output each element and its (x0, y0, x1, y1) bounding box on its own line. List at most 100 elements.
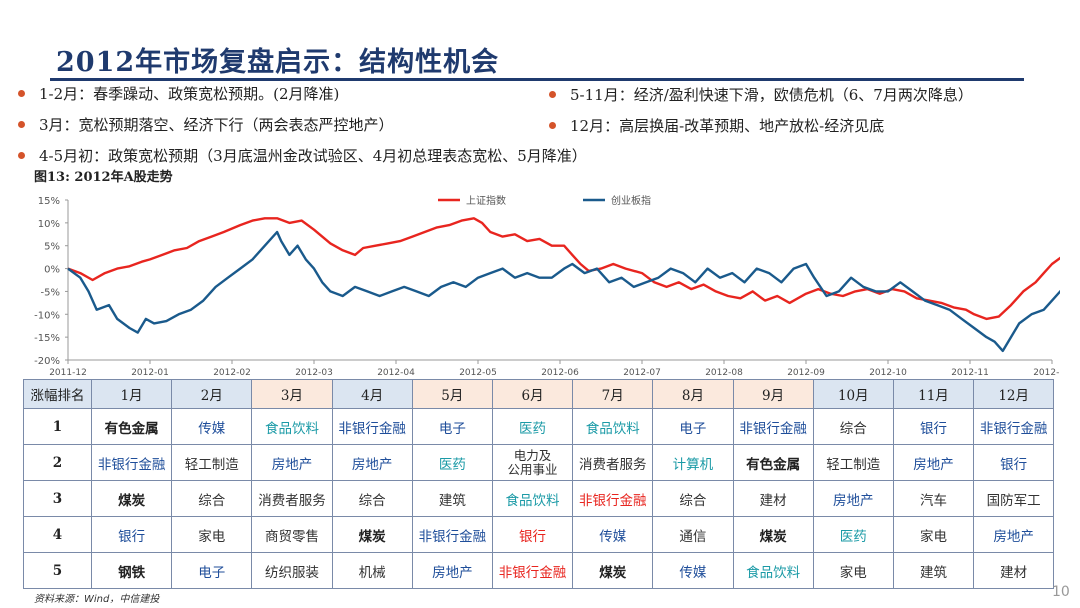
sector-cell: 钢铁 (90, 552, 173, 589)
sector-cell: 传媒 (171, 408, 253, 445)
x-tick-label: 2012-08 (705, 368, 743, 378)
sector-cell: 煤炭 (572, 552, 654, 589)
sector-cell: 国防军工 (973, 480, 1055, 517)
x-tick-label: 2012-06 (541, 368, 579, 378)
x-tick-label: 2012-03 (295, 368, 333, 378)
bullet-dot (549, 90, 556, 98)
sector-cell: 食品饮料 (491, 480, 574, 517)
sector-cell: 煤炭 (331, 516, 413, 553)
sector-cell: 非银行金融 (331, 408, 413, 445)
bullet-dot (18, 120, 25, 128)
month-header: 3月 (251, 379, 333, 409)
y-tick-label: 0% (44, 265, 60, 276)
month-header: 10月 (812, 379, 894, 409)
sector-cell: 非银行金融 (572, 480, 654, 517)
sector-cell: 医药 (411, 444, 493, 481)
sector-cell: 非银行金融 (90, 444, 173, 481)
bullet-text: 5-11月：经济/盈利快速下滑，欧债危机（6、7月两次降息） (570, 86, 973, 104)
rank-number: 3 (23, 480, 92, 517)
series-line-2 (67, 230, 1060, 353)
y-tick-label: -10% (34, 310, 60, 321)
rank-number: 5 (23, 552, 92, 589)
x-tick-label: 2012-04 (377, 368, 415, 378)
sector-cell: 非银行金融 (491, 552, 574, 589)
y-tick-label: -15% (34, 333, 60, 344)
table-corner-header: 涨幅排名 (23, 379, 92, 409)
sector-cell: 传媒 (572, 516, 654, 553)
table-row: 4 银行 家电 商贸零售 煤炭 非银行金融 银行 传媒 通信 煤炭 医药 家电 房地产 (23, 516, 1055, 553)
y-tick-label: 5% (44, 242, 60, 253)
sector-cell: 建筑 (411, 480, 493, 517)
sector-cell: 传媒 (652, 552, 734, 589)
bullet-text: 12月：高层换届-改革预期、地产放松-经济见底 (570, 117, 885, 135)
month-header: 1月 (90, 379, 173, 409)
sector-cell: 食品饮料 (251, 408, 333, 445)
sector-cell: 非银行金融 (732, 408, 814, 445)
line-chart: 15% 10% 5% 0% -5% -10% -15% -20%2011-12 2012-01 2… (34, 194, 1060, 378)
sector-cell: 银行 (973, 444, 1055, 481)
table-header-row: 涨幅排名 1月 2月 3月 4月 5月 6月 7月 8月 9月 10月 11月 12月 (23, 379, 1055, 409)
sector-cell: 煤炭 (90, 480, 173, 517)
sector-cell: 有色金属 (732, 444, 814, 481)
y-tick-label: -20% (34, 356, 60, 367)
sector-cell: 家电 (892, 516, 975, 553)
bullet-left-1: 1-2月：春季躁动、政策宽松预期。(2月降准) (18, 83, 339, 104)
source-note: 资料来源：Wind，中信建投 (34, 594, 160, 605)
sector-cell: 综合 (171, 480, 253, 517)
month-header: 4月 (331, 379, 413, 409)
bullet-left-2: 3月：宽松预期落空、经济下行（两会表态严控地产） (18, 114, 394, 135)
bullet-text: 3月：宽松预期落空、经济下行（两会表态严控地产） (39, 116, 394, 134)
sector-cell: 非银行金融 (411, 516, 493, 553)
sector-cell: 综合 (331, 480, 413, 517)
rank-number: 1 (23, 408, 92, 445)
bullet-dot (549, 121, 556, 129)
sector-cell: 机械 (331, 552, 413, 589)
month-header: 2月 (171, 379, 253, 409)
sector-cell: 计算机 (652, 444, 734, 481)
sector-cell: 综合 (652, 480, 734, 517)
month-header: 5月 (411, 379, 493, 409)
x-tick-label: 2012-05 (459, 368, 497, 378)
sector-cell: 电力及 公用事业 (491, 444, 574, 481)
bullet-text: 1-2月：春季躁动、政策宽松预期。(2月降准) (39, 85, 340, 103)
x-tick-label: 2012-12 (1033, 368, 1060, 378)
sector-cell: 电子 (171, 552, 253, 589)
sector-cell: 家电 (171, 516, 253, 553)
sector-cell: 煤炭 (732, 516, 814, 553)
table-row: 5 钢铁 电子 纺织服装 机械 房地产 非银行金融 煤炭 传媒 食品饮料 家电 建筑 建材 (23, 552, 1055, 589)
sector-cell: 食品饮料 (572, 408, 654, 445)
sector-cell: 房地产 (973, 516, 1055, 553)
page-number: 10 (1052, 584, 1070, 600)
sector-cell: 轻工制造 (171, 444, 253, 481)
bullet-right-2: 12月：高层换届-改革预期、地产放松-经济见底 (549, 115, 884, 136)
bullet-text: 4-5月初：政策宽松预期（3月底温州金改试验区、4月初总理表态宽松、5月降准） (39, 147, 587, 165)
month-header: 11月 (892, 379, 975, 409)
x-tick-label: 2012-01 (131, 368, 169, 378)
sector-cell: 建筑 (892, 552, 975, 589)
month-header: 8月 (652, 379, 734, 409)
sector-cell: 银行 (491, 516, 574, 553)
sector-cell: 通信 (652, 516, 734, 553)
sector-cell: 建材 (732, 480, 814, 517)
y-tick-label: 15% (38, 196, 60, 207)
sector-cell: 电子 (411, 408, 493, 445)
rank-number: 4 (23, 516, 92, 553)
sector-cell: 商贸零售 (251, 516, 333, 553)
x-tick-label: 2012-10 (869, 368, 907, 378)
sector-cell: 房地产 (331, 444, 413, 481)
page-title: 2012年市场复盘启示：结构性机会 (56, 47, 500, 78)
x-tick-label: 2012-07 (623, 368, 661, 378)
sector-cell: 消费者服务 (251, 480, 333, 517)
sector-cell: 银行 (90, 516, 173, 553)
table-row: 1 有色金属 传媒 食品饮料 非银行金融 电子 医药 食品饮料 电子 非银行金融 综合 银行 非银行金融 (23, 408, 1055, 445)
sector-cell: 医药 (491, 408, 574, 445)
x-tick-label: 2012-11 (951, 368, 989, 378)
sector-cell: 汽车 (892, 480, 975, 517)
sector-cell: 房地产 (251, 444, 333, 481)
sector-cell: 房地产 (892, 444, 975, 481)
x-tick-label: 2011-12 (49, 368, 87, 378)
figure-title: 图13: 2012年A股走势 (34, 170, 173, 185)
rank-number: 2 (23, 444, 92, 481)
sector-cell: 有色金属 (90, 408, 173, 445)
sector-cell: 房地产 (411, 552, 493, 589)
